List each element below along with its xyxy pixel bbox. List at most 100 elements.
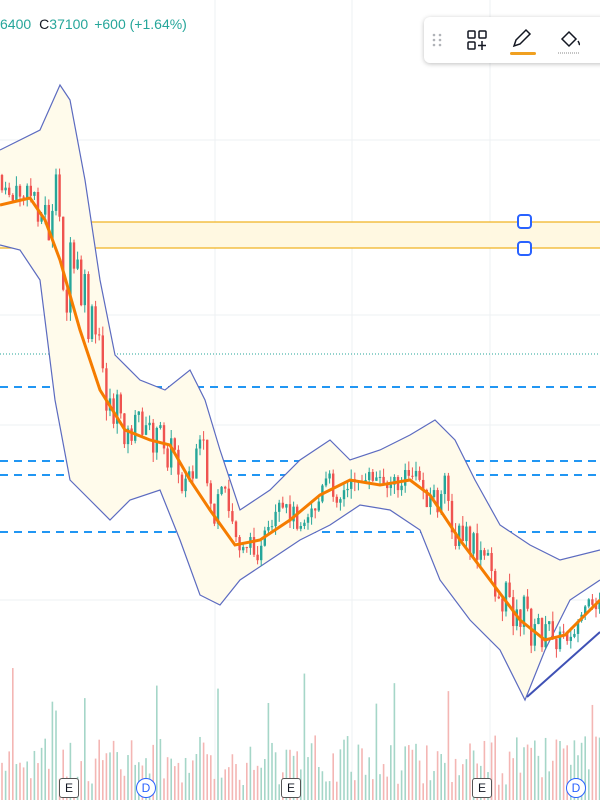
volume-bar <box>260 767 262 800</box>
candle-body <box>224 486 227 489</box>
event-marker[interactable]: E <box>59 778 79 798</box>
volume-bar <box>238 779 241 800</box>
volume-bar <box>253 769 255 800</box>
volume-bar <box>314 735 316 800</box>
volume-bar <box>336 781 338 800</box>
volume-bar <box>530 747 532 800</box>
candle-body <box>231 511 234 522</box>
candle-body <box>364 480 367 482</box>
volume-bar <box>228 767 230 800</box>
candle-body <box>404 469 407 486</box>
event-marker[interactable]: D <box>566 778 586 798</box>
band-fill <box>0 85 600 700</box>
close-value: 37100 <box>49 16 89 32</box>
volume-bar <box>591 704 594 800</box>
volume-bar <box>544 737 547 800</box>
volume-bar <box>598 737 600 800</box>
volume-bar <box>210 755 212 800</box>
volume-bar <box>483 740 486 800</box>
candle-body <box>260 545 263 561</box>
volume-bar <box>55 710 57 800</box>
candle-body <box>450 500 454 533</box>
candle-body <box>533 624 536 646</box>
drag-handle[interactable] <box>432 33 442 47</box>
candle-body <box>422 479 425 490</box>
volume-bar <box>170 758 172 800</box>
volume-bar <box>199 736 201 800</box>
candle-body <box>126 428 130 445</box>
line-handle[interactable] <box>517 241 532 256</box>
volume-bar <box>519 772 522 800</box>
candle-body <box>0 175 4 191</box>
candle-body <box>62 216 65 290</box>
candle-body <box>497 596 500 599</box>
pencil-icon[interactable] <box>512 28 532 48</box>
volume-bar <box>386 776 388 800</box>
fill-icon[interactable] <box>560 30 581 48</box>
candle-body <box>116 394 119 424</box>
volume-bar <box>526 744 529 800</box>
candle-body <box>393 477 396 485</box>
candle-body <box>47 204 50 241</box>
volume-bar <box>102 760 104 800</box>
volume-bar <box>156 685 158 800</box>
candle-body <box>317 501 320 511</box>
volume-bar <box>274 752 277 800</box>
volume-bar <box>357 744 360 800</box>
volume-bar <box>123 775 126 800</box>
volume-bar <box>188 772 190 800</box>
volume-bar <box>325 781 327 800</box>
event-marker[interactable]: E <box>472 778 492 798</box>
volume-bar <box>242 784 244 800</box>
upper-band <box>0 83 600 561</box>
candle-body <box>342 490 346 500</box>
volume-bar <box>256 765 259 800</box>
pencil-underline <box>510 52 536 55</box>
volume-bar <box>328 781 331 800</box>
line-handle[interactable] <box>517 214 532 229</box>
volume-bar <box>152 744 154 800</box>
volume-bar <box>447 691 450 800</box>
volume-bar <box>451 782 453 800</box>
candle-body <box>80 259 83 306</box>
candle-body <box>486 553 490 556</box>
volume-bar <box>559 740 561 800</box>
candle-body <box>371 471 374 481</box>
candle-body <box>548 621 551 625</box>
volume-bar <box>231 754 234 800</box>
volume-bar <box>382 764 385 800</box>
candle-body <box>339 499 342 503</box>
volume-bar <box>192 760 194 800</box>
candle-body <box>119 394 122 414</box>
candle-body <box>65 289 68 313</box>
candle-body <box>36 192 40 222</box>
candle-body <box>346 488 349 491</box>
event-marker[interactable]: D <box>136 778 156 798</box>
candle-body <box>461 525 464 542</box>
volume-bar <box>159 738 162 800</box>
volume-bar <box>537 755 540 800</box>
candle-body <box>184 478 187 492</box>
candle-body <box>465 526 468 542</box>
candle-body <box>396 477 400 491</box>
volume-bar <box>163 778 165 800</box>
candle-body <box>566 632 569 641</box>
candle-body <box>234 521 238 538</box>
add-icon[interactable] <box>467 30 487 50</box>
candle-body <box>11 194 14 201</box>
candle-body <box>242 547 245 551</box>
candle-body <box>328 473 331 479</box>
volume-bar <box>346 736 349 800</box>
volume-bar <box>411 749 414 800</box>
volume-bar <box>62 749 64 800</box>
candle-body <box>87 274 90 340</box>
candle-body <box>270 526 274 528</box>
volume-bar <box>404 746 406 800</box>
moving-average <box>0 196 600 642</box>
volume-bar <box>40 747 43 800</box>
event-marker[interactable]: E <box>281 778 301 798</box>
volume-bar <box>246 762 248 800</box>
candle-body <box>350 479 353 489</box>
volume-bar <box>166 757 169 800</box>
